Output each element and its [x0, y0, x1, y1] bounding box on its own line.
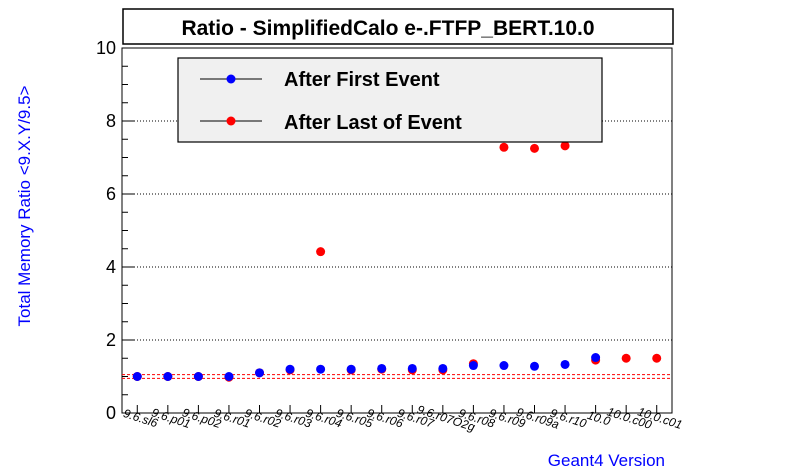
data-point [530, 143, 539, 153]
legend-marker-after-last-of-event [226, 116, 236, 126]
data-point [285, 364, 295, 374]
data-point [377, 363, 387, 373]
data-point [499, 142, 509, 152]
x-axis-ticks: 9.6.sl69.6.p019.6.p029.6.r019.6.r029.6.r… [122, 402, 684, 434]
y-tick-label: 6 [106, 184, 116, 204]
data-point [132, 372, 142, 381]
y-axis-title: Total Memory Ratio <9.X.Y/9.5> [15, 85, 34, 326]
data-point [224, 372, 234, 381]
y-tick-label: 0 [106, 403, 116, 423]
x-axis-title: Geant4 Version [548, 451, 665, 470]
legend-label-after-first-event: After First Event [284, 69, 440, 91]
data-point [499, 361, 509, 371]
data-point [621, 353, 631, 363]
y-tick-label: 8 [106, 111, 116, 131]
legend-box [177, 57, 603, 143]
reference-lines [122, 374, 672, 379]
data-point [560, 359, 570, 369]
data-point [316, 247, 326, 257]
chart-title: Ratio - SimplifiedCalo e-.FTFP_BERT.10.0 [181, 17, 594, 40]
y-tick-label: 4 [106, 257, 116, 277]
data-point [193, 372, 203, 381]
data-point [468, 361, 478, 371]
data-point [407, 363, 417, 373]
legend-marker-after-first-event [226, 74, 236, 84]
data-point [346, 364, 356, 374]
data-points [132, 141, 662, 382]
title-box [122, 8, 674, 45]
data-point [316, 364, 326, 374]
grid-lines [122, 120, 672, 341]
legend: After First Event After Last of Event [177, 57, 603, 143]
y-tick-label: 2 [106, 330, 116, 350]
data-point [438, 363, 448, 373]
y-axis-ticks: 0 2 4 6 8 10 [96, 38, 134, 423]
data-point [163, 372, 173, 381]
data-point [591, 353, 601, 363]
data-point [652, 353, 662, 363]
data-point [560, 141, 570, 151]
x-tick-label: 10.0 [586, 408, 613, 429]
data-point [255, 368, 264, 378]
legend-label-after-last-of-event: After Last of Event [284, 112, 462, 134]
data-point [530, 361, 539, 371]
y-tick-label: 10 [96, 38, 116, 58]
